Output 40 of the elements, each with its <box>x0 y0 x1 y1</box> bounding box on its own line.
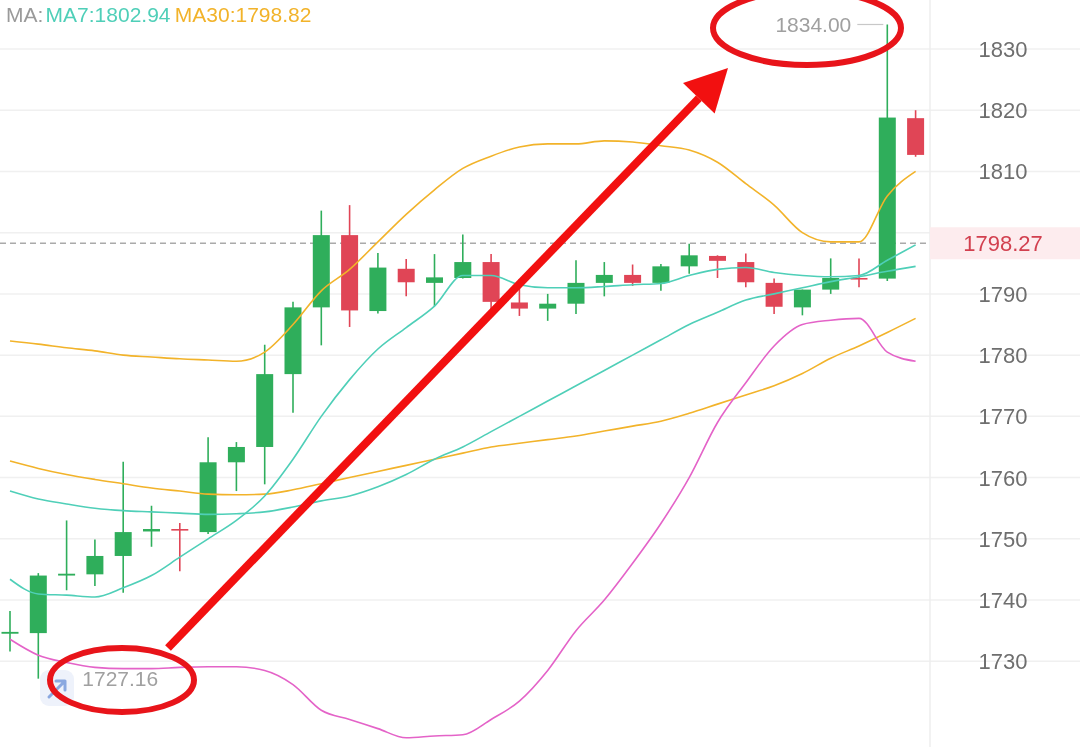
candlestick <box>680 242 698 275</box>
candlestick <box>114 460 132 594</box>
line-series <box>9 244 917 598</box>
candlestick <box>397 258 415 298</box>
candlestick <box>454 233 472 280</box>
line-series <box>9 317 917 496</box>
candlestick <box>426 253 443 307</box>
candlestick <box>227 441 245 492</box>
annotation: MA30:1798.82 <box>174 3 312 26</box>
y-tick-label: 1760 <box>978 465 1028 491</box>
candlestick <box>86 538 104 587</box>
candlestick <box>58 519 76 592</box>
annotation: 1727.16 <box>82 667 159 691</box>
y-tick-label: 1740 <box>978 587 1028 613</box>
y-tick-label: 1770 <box>978 404 1028 430</box>
y-tick-label: 1750 <box>978 526 1028 552</box>
candlestick <box>709 254 726 279</box>
y-tick-label: 1830 <box>978 36 1028 62</box>
y-tick-label: 1820 <box>978 98 1028 124</box>
annotation: 1834.00 <box>775 12 852 36</box>
candlestick <box>595 261 613 298</box>
candlestick <box>624 263 642 287</box>
y-tick-label: 1730 <box>978 649 1028 675</box>
candlestick <box>850 257 868 288</box>
candlestick <box>567 259 585 315</box>
candlestick <box>171 522 189 573</box>
line-series <box>9 140 917 363</box>
candlestick <box>793 288 811 317</box>
candlestick <box>1 610 19 653</box>
y-tick-label: 1780 <box>978 343 1028 369</box>
ref-line-label: 1798.27 <box>963 231 1043 257</box>
annotation: MA: <box>6 3 44 26</box>
y-tick-label: 1790 <box>978 281 1028 307</box>
candlestick <box>765 277 783 315</box>
annotation: MA7:1802.94 <box>45 3 171 26</box>
candlestick <box>539 293 557 322</box>
y-tick-label: 1810 <box>978 159 1028 185</box>
line-series <box>9 317 917 739</box>
candlestick <box>652 263 670 292</box>
candlestick <box>737 252 755 288</box>
